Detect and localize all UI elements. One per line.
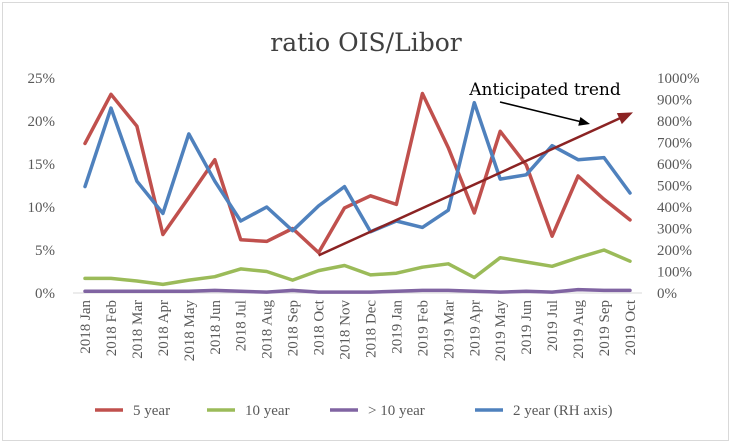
x-tick-label: 2019 Jan — [389, 300, 405, 354]
y-right-tick-label: 300% — [657, 222, 692, 238]
x-tick-label: 2018 May — [182, 300, 198, 362]
series-line-2-year-rh-axis — [83, 100, 632, 234]
y-right-tick-label: 600% — [657, 157, 692, 173]
x-tick-label: 2018 Jan — [78, 300, 94, 354]
y-right-tick-label: 800% — [657, 114, 692, 130]
x-tick-label: 2019 Jun — [519, 300, 535, 355]
chart-title: ratio OIS/Libor — [270, 28, 461, 57]
x-tick-label: 2019 Apr — [467, 300, 483, 356]
x-tick-label: 2019 Oct — [623, 299, 639, 355]
x-tick-label: 2018 Jul — [234, 300, 250, 351]
trend-arrow-line — [318, 115, 625, 257]
y-right-tick-label: 400% — [657, 200, 692, 216]
annotation-label: Anticipated trend — [468, 80, 621, 100]
legend-label: > 10 year — [368, 403, 425, 419]
x-tick-label: 2018 Sep — [286, 300, 302, 356]
y-right-tick-label: 200% — [657, 243, 692, 259]
series-line-10-year — [83, 287, 632, 294]
y-left-tick-label: 5% — [35, 243, 55, 259]
x-tick-label: 2018 Oct — [312, 299, 328, 355]
x-tick-label: 2019 Jul — [545, 300, 561, 351]
y-left-tick-label: 15% — [28, 157, 56, 173]
series-line-5-year — [83, 91, 632, 255]
y-right-tick-label: 100% — [657, 265, 692, 281]
x-tick-label: 2019 Sep — [597, 300, 613, 356]
x-tick-label: 2018 Feb — [104, 300, 120, 356]
x-tick-label: 2018 Apr — [156, 300, 172, 356]
y-left-tick-label: 0% — [35, 286, 55, 302]
y-right-tick-label: 700% — [657, 136, 692, 152]
legend-label: 5 year — [133, 403, 170, 419]
x-tick-label: 2019 Aug — [571, 300, 587, 359]
x-tick-label: 2018 Dec — [363, 300, 379, 358]
y-right-tick-label: 0% — [657, 286, 677, 302]
trend-arrow-head — [616, 112, 633, 125]
y-left-tick-label: 20% — [28, 114, 56, 130]
annotation-pointer-line — [499, 101, 583, 123]
legend: 5 year 10 year > 10 year 2 year (RH axis) — [95, 403, 613, 419]
legend-label: 2 year (RH axis) — [513, 403, 613, 419]
series-line-10-year — [83, 248, 632, 287]
y-left-tick-label: 25% — [28, 71, 56, 87]
x-tick-label: 2019 Mar — [441, 300, 457, 359]
y-left-tick-label: 10% — [28, 200, 56, 216]
y-right-tick-label: 900% — [657, 93, 692, 109]
series-layer — [83, 91, 632, 294]
x-tick-label: 2018 Aug — [260, 300, 276, 359]
x-tick-label: 2019 Feb — [415, 300, 431, 356]
x-tick-label: 2019 May — [493, 300, 509, 362]
x-tick-label: 2018 Mar — [130, 300, 146, 359]
annotation-pointer-head — [578, 117, 590, 126]
annotation-layer: Anticipated trend — [318, 80, 633, 257]
x-tick-label: 2018 Jun — [208, 300, 224, 355]
y-right-tick-label: 1000% — [657, 71, 700, 87]
x-tick-label: 2018 Nov — [338, 300, 354, 360]
legend-label: 10 year — [245, 403, 290, 419]
y-right-tick-label: 500% — [657, 179, 692, 195]
